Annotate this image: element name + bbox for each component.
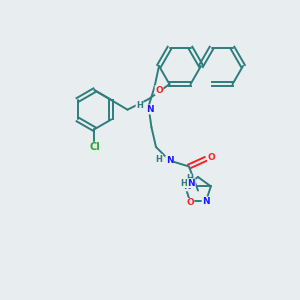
Text: N: N	[146, 105, 154, 114]
Text: N: N	[183, 182, 190, 191]
Text: H: H	[180, 179, 187, 188]
Text: Cl: Cl	[89, 142, 100, 152]
Text: H: H	[186, 174, 193, 183]
Text: H: H	[156, 154, 162, 164]
Text: N: N	[166, 156, 173, 165]
Text: O: O	[208, 153, 215, 162]
Text: O: O	[186, 198, 194, 207]
Text: N: N	[202, 197, 210, 206]
Text: N: N	[188, 179, 195, 188]
Text: H: H	[136, 100, 143, 109]
Text: O: O	[155, 86, 163, 95]
